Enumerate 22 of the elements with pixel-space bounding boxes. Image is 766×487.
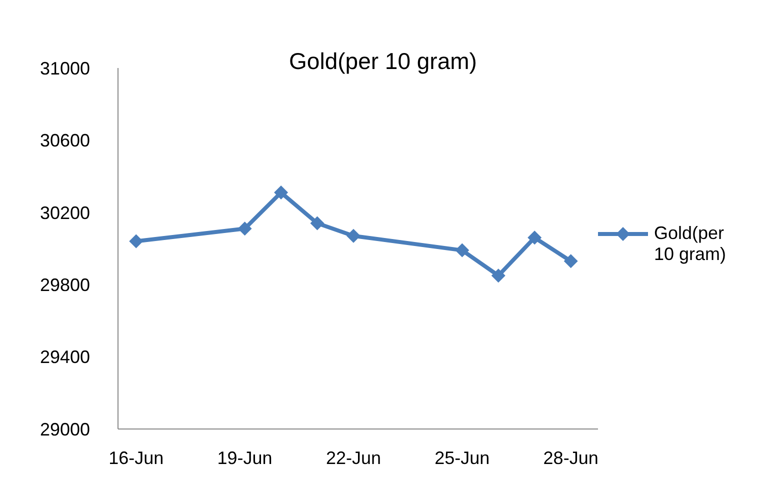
legend-label: Gold(per 10 gram) (654, 222, 728, 264)
x-tick-label: 22-Jun (326, 448, 381, 468)
chart-title: Gold(per 10 gram) (289, 48, 477, 74)
point (564, 254, 578, 268)
point (346, 228, 360, 243)
point (310, 216, 324, 230)
y-tick-label: 31000 (40, 58, 90, 78)
point (274, 186, 288, 200)
x-tick-label: 16-Jun (108, 448, 164, 468)
y-tick-label: 29800 (40, 274, 90, 295)
y-tick-label: 30600 (40, 130, 90, 151)
x-tick-label: 28-Jun (543, 448, 598, 468)
x-tick-label: 25-Jun (434, 448, 490, 468)
x-tick-label: 19-Jun (217, 448, 272, 468)
y-tick-label: 29400 (40, 347, 90, 368)
point (455, 243, 470, 258)
y-tick-label: 30200 (40, 202, 90, 223)
point (238, 222, 252, 236)
point (491, 268, 506, 283)
point (129, 234, 144, 248)
y-tick-label: 29000 (40, 419, 90, 440)
point (528, 230, 542, 245)
